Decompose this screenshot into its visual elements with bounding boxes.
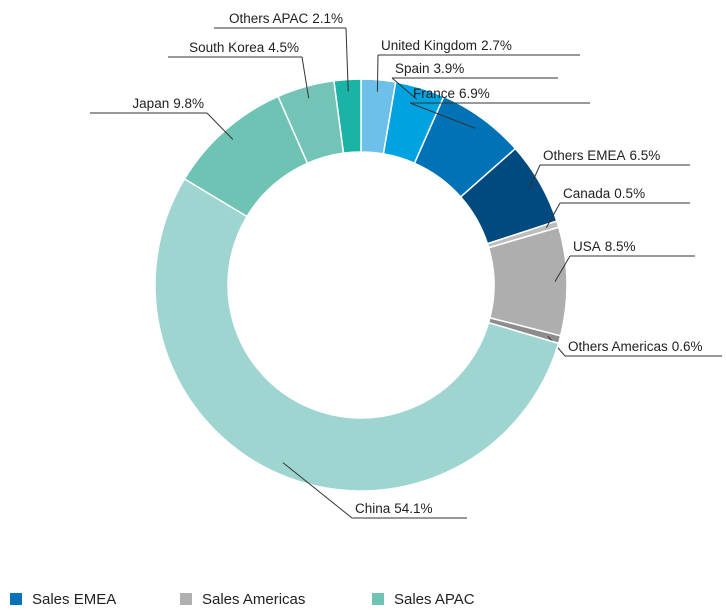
slice-label: Spain 3.9% — [395, 61, 464, 76]
leader-line — [206, 112, 234, 140]
slice-label: Canada 0.5% — [563, 186, 645, 201]
slice-name: Others Americas — [568, 339, 668, 354]
slice-name: Canada — [563, 186, 611, 201]
leader-line — [409, 102, 476, 129]
leader-line — [282, 462, 353, 519]
leader-line — [345, 27, 349, 92]
slice-name: USA — [573, 239, 601, 254]
leader-line — [545, 202, 561, 228]
slice-name: Japan — [132, 96, 169, 111]
slice-value: 8.5% — [605, 239, 636, 254]
donut-slice — [333, 78, 362, 154]
leader-line — [376, 54, 379, 92]
slice-label: China 54.1% — [355, 501, 433, 516]
slice-name: South Korea — [189, 40, 265, 55]
leader-line — [301, 56, 310, 99]
slice-name: Others APAC — [229, 11, 309, 26]
leader-line — [391, 77, 418, 100]
slice-value: 6.5% — [630, 148, 661, 163]
slice-value: 0.5% — [614, 186, 645, 201]
slice-value: 3.9% — [434, 61, 465, 76]
slice-label: South Korea 4.5% — [189, 40, 299, 55]
slice-value: 6.9% — [459, 86, 490, 101]
slice-name: France — [413, 86, 455, 101]
legend-swatch — [10, 593, 22, 605]
slice-value: 4.5% — [268, 40, 299, 55]
slice-label: Others EMEA 6.5% — [543, 148, 660, 163]
legend-label: Sales EMEA — [32, 591, 116, 608]
slice-name: United Kingdom — [381, 38, 477, 53]
slice-value: 9.8% — [173, 96, 204, 111]
legend-label: Sales Americas — [202, 591, 305, 608]
slice-name: Spain — [395, 61, 430, 76]
leader-line — [554, 255, 571, 282]
leader-line — [528, 164, 541, 189]
legend-label: Sales APAC — [394, 591, 475, 608]
slice-name: Others EMEA — [543, 148, 626, 163]
slice-label: Others APAC 2.1% — [229, 11, 343, 26]
slice-value: 0.6% — [672, 339, 703, 354]
slice-label: United Kingdom 2.7% — [381, 38, 512, 53]
legend-swatch — [372, 593, 384, 605]
slice-label: USA 8.5% — [573, 239, 636, 254]
legend-swatch — [180, 593, 192, 605]
donut-slice — [154, 177, 560, 492]
slice-label: France 6.9% — [413, 86, 490, 101]
slice-value: 2.7% — [481, 38, 512, 53]
slice-value: 54.1% — [394, 501, 432, 516]
slice-name: China — [355, 501, 391, 516]
slice-label: Others Americas 0.6% — [568, 339, 703, 354]
slice-label: Japan 9.8% — [132, 96, 204, 111]
slice-value: 2.1% — [312, 11, 343, 26]
